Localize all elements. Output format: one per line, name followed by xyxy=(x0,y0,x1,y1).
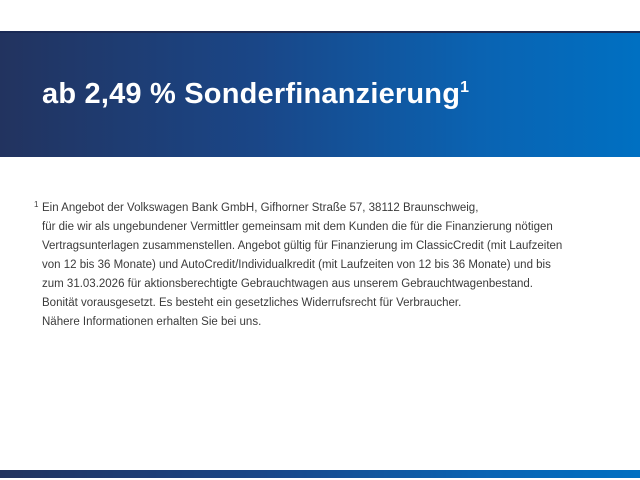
page-title-text: ab 2,49 % Sonderfinanzierung xyxy=(42,77,461,110)
footnote-text: Ein Angebot der Volkswagen Bank GmbH, Gi… xyxy=(42,202,563,328)
page-title: ab 2,49 % Sonderfinanzierung1 xyxy=(42,78,469,111)
title-footnote-marker: 1 xyxy=(460,79,470,97)
footnote-marker: 1 xyxy=(34,200,39,209)
bottom-accent-bar xyxy=(0,470,640,478)
promo-banner: ab 2,49 % Sonderfinanzierung1 xyxy=(0,31,640,157)
footnote-block: 1 Ein Angebot der Volkswagen Bank GmbH, … xyxy=(34,199,622,332)
